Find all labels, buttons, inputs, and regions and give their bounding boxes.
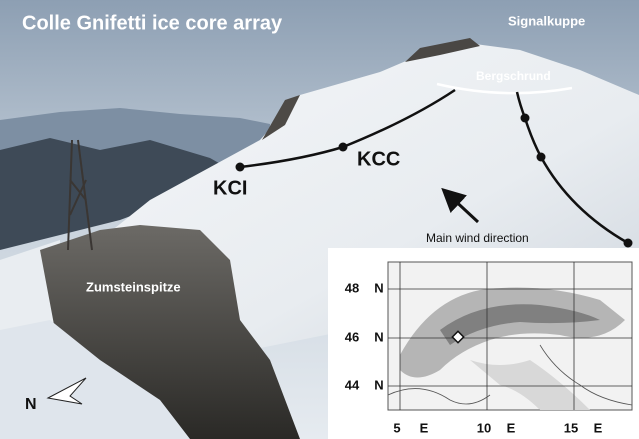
foreground-snow [0, 320, 190, 439]
lon-value: 5 [393, 420, 400, 435]
rock-outcrop [262, 95, 300, 140]
lon-hemisphere: E [507, 420, 516, 435]
label-wind: Main wind direction [426, 231, 529, 245]
ridge [0, 138, 240, 250]
lat-value: 48 [345, 280, 359, 295]
lon-value: 10 [477, 420, 491, 435]
lon-labels: 5 E 10 E 15 E [393, 420, 602, 435]
label-kci: KCI [213, 177, 247, 199]
po-valley [470, 360, 590, 410]
summit-hut [405, 38, 480, 62]
east-line [515, 91, 629, 245]
site-marker [451, 330, 465, 344]
lat-hemisphere: N [374, 280, 383, 295]
coastline [387, 344, 633, 406]
lat-hemisphere: N [374, 329, 383, 344]
inset-map [328, 248, 639, 439]
lat-labels: 48 N 46 N 44 N [345, 280, 384, 392]
lat-value: 46 [345, 329, 359, 344]
lon-value: 15 [564, 420, 578, 435]
lat-hemisphere: N [374, 377, 383, 392]
map-grid [388, 262, 632, 410]
label-zumsteinspitze: Zumsteinspitze [86, 279, 181, 294]
tower [67, 139, 93, 251]
lon-hemisphere: E [594, 420, 603, 435]
label-signalkuppe: Signalkuppe [508, 13, 585, 28]
alps-high [440, 304, 600, 345]
bergschrund-line [436, 82, 573, 95]
label-kcc: KCC [357, 148, 400, 170]
title: Colle Gnifetti ice core array [22, 12, 283, 34]
north-arrow [46, 377, 87, 405]
lon-hemisphere: E [420, 420, 429, 435]
label-north: N [25, 396, 37, 413]
wind-arrow [441, 187, 480, 224]
core-sites [235, 113, 633, 248]
label-bergschrund: Bergschrund [476, 69, 551, 83]
lat-value: 44 [345, 377, 360, 392]
